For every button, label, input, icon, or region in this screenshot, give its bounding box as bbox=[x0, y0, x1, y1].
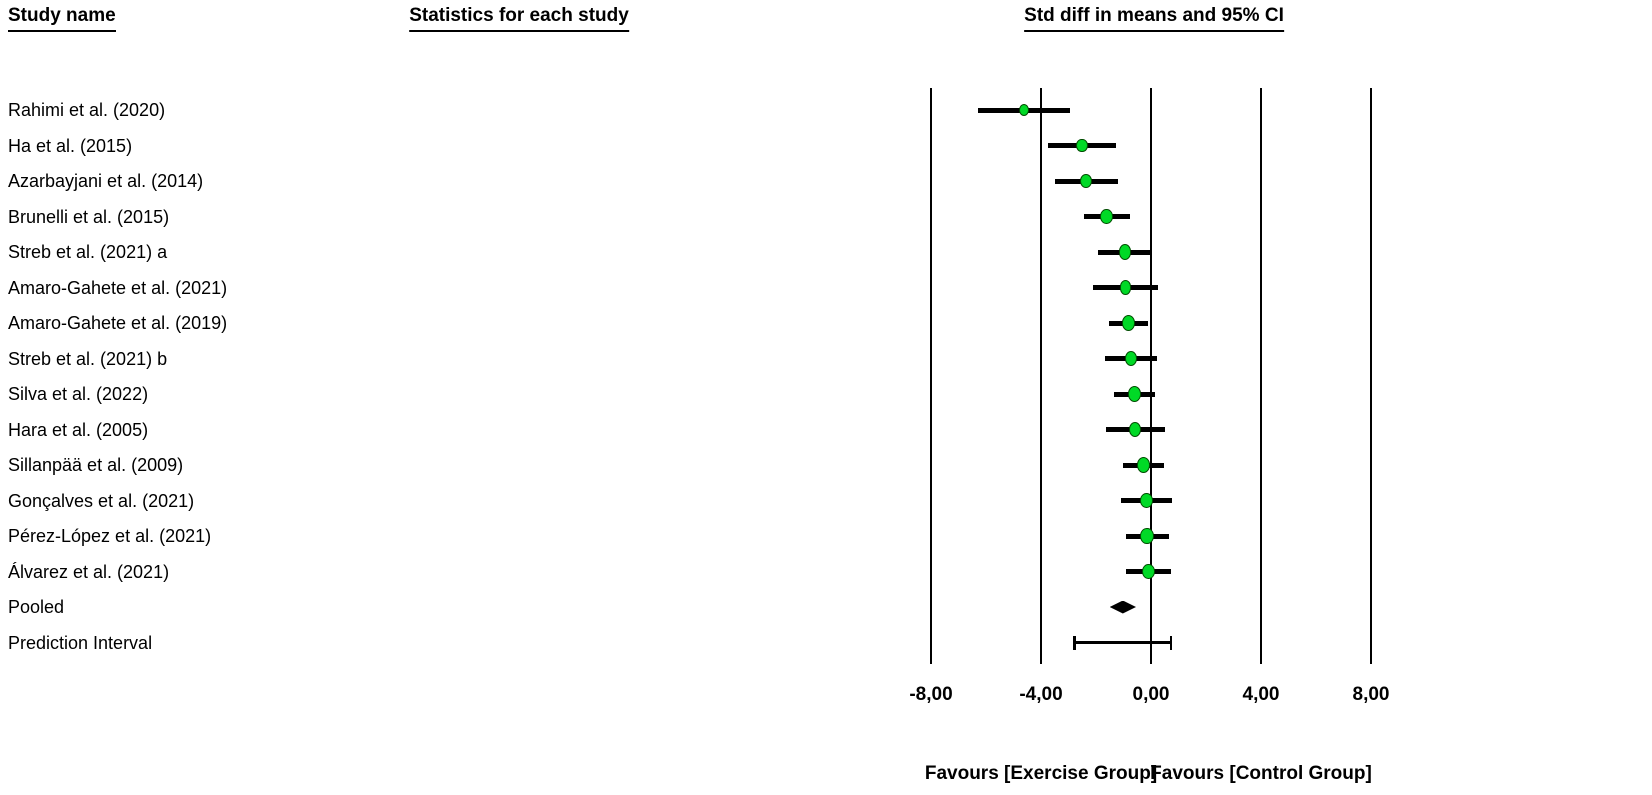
pooled-diamond-marker bbox=[1109, 600, 1136, 614]
x-axis-tick-label: -4,00 bbox=[1019, 684, 1063, 705]
x-axis-tick-label: 0,00 bbox=[1132, 684, 1170, 705]
study-name-label: Ha et al. (2015) bbox=[8, 135, 133, 156]
study-name-label: Amaro-Gahete et al. (2021) bbox=[8, 277, 228, 298]
effect-point-marker bbox=[1118, 244, 1132, 260]
favours-right-label: Favours [Control Group] bbox=[1150, 763, 1372, 784]
effect-point-marker bbox=[1076, 138, 1088, 153]
study-name-label: Silva et al. (2022) bbox=[8, 384, 149, 404]
effect-point-marker bbox=[1129, 422, 1142, 437]
effect-point-marker bbox=[1080, 173, 1093, 189]
prediction-interval-cap bbox=[1073, 635, 1076, 650]
x-axis-tick-label: 4,00 bbox=[1242, 684, 1280, 705]
effect-point-marker bbox=[1019, 103, 1030, 116]
gridline-0,00 bbox=[1150, 88, 1152, 664]
effect-point-marker bbox=[1136, 456, 1151, 474]
effect-point-marker bbox=[1124, 350, 1138, 367]
study-name-label: Streb et al. (2021) a bbox=[8, 242, 168, 262]
effect-point-marker bbox=[1139, 492, 1153, 509]
study-name-label: Brunelli et al. (2015) bbox=[8, 206, 170, 227]
prediction-interval-cap bbox=[1169, 635, 1173, 650]
effect-point-marker bbox=[1121, 314, 1136, 332]
study-name-label: Sillanpää et al. (2009) bbox=[8, 455, 184, 475]
gridline--8,00 bbox=[930, 88, 932, 664]
study-name-label: Álvarez et al. (2021) bbox=[8, 561, 170, 582]
effect-point-marker bbox=[1140, 527, 1154, 545]
forest-plot-title: Std diff in means and 95% CI bbox=[1024, 5, 1284, 32]
x-axis-tick-label: 8,00 bbox=[1352, 684, 1390, 705]
study-name-label: Prediction Interval bbox=[8, 632, 153, 653]
gridline-4,00 bbox=[1260, 88, 1262, 664]
favours-left-label: Favours [Exercise Group] bbox=[924, 763, 1158, 784]
study-name-label: Rahimi et al. (2020) bbox=[8, 100, 166, 120]
study-name-label: Azarbayjani et al. (2014) bbox=[8, 171, 204, 191]
gridline-8,00 bbox=[1370, 88, 1372, 664]
statistics-section-title: Statistics for each study bbox=[409, 5, 629, 32]
study-name-label: Hara et al. (2005) bbox=[8, 419, 149, 440]
study-name-label: Amaro-Gahete et al. (2019) bbox=[8, 313, 228, 333]
study-name-column-title: Study name bbox=[8, 5, 116, 32]
study-name-label: Pérez-López et al. (2021) bbox=[8, 526, 212, 546]
effect-point-marker bbox=[1119, 280, 1132, 295]
gridline--4,00 bbox=[1040, 88, 1042, 664]
study-name-label: Streb et al. (2021) b bbox=[8, 348, 168, 369]
effect-point-marker bbox=[1100, 208, 1114, 225]
effect-point-marker bbox=[1142, 563, 1156, 580]
study-name-label: Gonçalves et al. (2021) bbox=[8, 490, 195, 511]
study-name-label: Pooled bbox=[8, 597, 65, 617]
prediction-interval-line bbox=[1074, 641, 1171, 644]
effect-point-marker bbox=[1127, 385, 1142, 403]
x-axis-tick-label: -8,00 bbox=[909, 684, 953, 705]
